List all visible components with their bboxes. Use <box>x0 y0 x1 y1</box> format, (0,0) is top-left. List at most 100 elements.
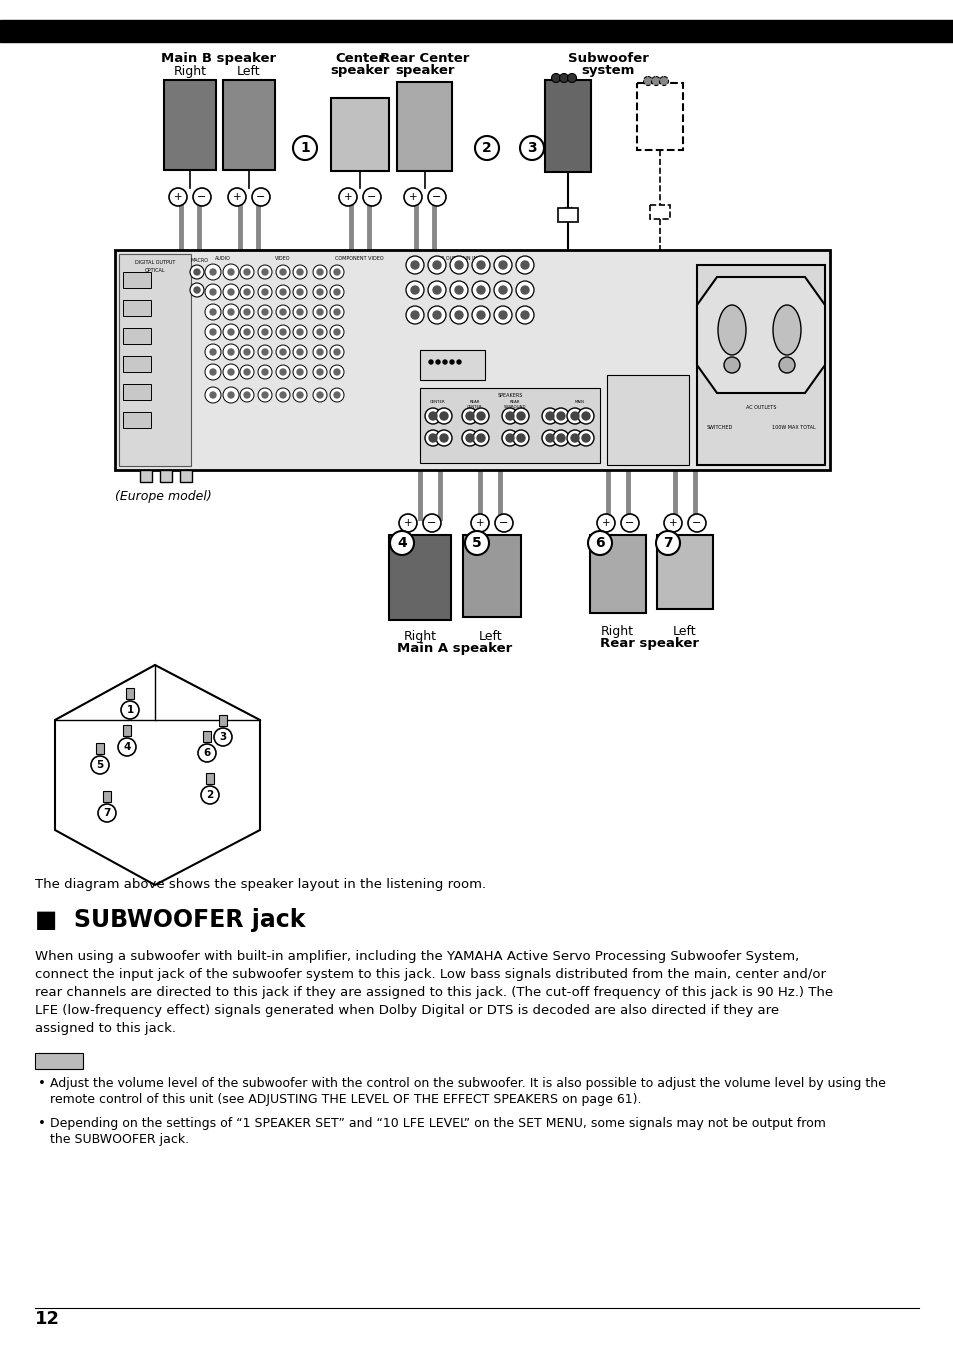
Circle shape <box>461 408 477 425</box>
Circle shape <box>597 514 615 532</box>
Text: 7: 7 <box>662 537 672 550</box>
Circle shape <box>223 264 239 280</box>
Circle shape <box>442 360 447 364</box>
Polygon shape <box>697 276 824 394</box>
Text: connect the input jack of the subwoofer system to this jack. Low bass signals di: connect the input jack of the subwoofer … <box>35 968 825 981</box>
Bar <box>637 84 682 150</box>
Text: ─── 4 OHM  SPEAKER: ─── 4 OHM SPEAKER <box>609 407 639 411</box>
Circle shape <box>519 136 543 160</box>
Circle shape <box>280 369 286 375</box>
Bar <box>397 82 452 171</box>
Circle shape <box>663 514 681 532</box>
Circle shape <box>557 412 564 421</box>
Circle shape <box>316 392 323 398</box>
Text: Left: Left <box>478 630 502 643</box>
Circle shape <box>411 311 418 319</box>
Text: Rear speaker: Rear speaker <box>599 638 699 650</box>
Circle shape <box>262 349 268 355</box>
Circle shape <box>244 288 250 295</box>
Circle shape <box>476 286 484 294</box>
Text: −: − <box>367 191 376 202</box>
Text: +: + <box>601 518 610 528</box>
Circle shape <box>436 408 452 425</box>
Text: Main B speaker: Main B speaker <box>161 53 276 65</box>
Text: −: − <box>197 191 207 202</box>
Text: •: • <box>38 1077 46 1091</box>
Circle shape <box>280 392 286 398</box>
Circle shape <box>433 262 440 270</box>
Circle shape <box>553 408 568 425</box>
Bar <box>96 743 104 754</box>
Circle shape <box>244 392 250 398</box>
Circle shape <box>436 360 439 364</box>
Text: Right: Right <box>173 65 206 78</box>
Text: system: system <box>580 63 634 77</box>
Text: +: + <box>173 191 182 202</box>
Circle shape <box>471 514 489 532</box>
Circle shape <box>223 324 239 340</box>
Circle shape <box>193 287 200 293</box>
Circle shape <box>541 430 558 446</box>
Text: The diagram above shows the speaker layout in the listening room.: The diagram above shows the speaker layo… <box>35 878 486 891</box>
Bar <box>123 725 131 736</box>
Circle shape <box>473 430 489 446</box>
Text: ■  SUBWOOFER jack: ■ SUBWOOFER jack <box>35 909 305 931</box>
Circle shape <box>223 284 239 301</box>
Circle shape <box>334 270 339 275</box>
Bar <box>119 253 191 466</box>
Circle shape <box>398 514 416 532</box>
Circle shape <box>223 387 239 403</box>
Circle shape <box>275 388 290 402</box>
Circle shape <box>429 412 436 421</box>
Circle shape <box>193 270 200 275</box>
Circle shape <box>433 286 440 294</box>
Bar <box>331 98 389 171</box>
Text: −: − <box>427 518 436 528</box>
Text: +: + <box>233 191 241 202</box>
Circle shape <box>280 270 286 275</box>
Circle shape <box>240 345 253 359</box>
Circle shape <box>450 360 454 364</box>
Circle shape <box>501 408 517 425</box>
Circle shape <box>422 514 440 532</box>
Circle shape <box>228 329 233 336</box>
Circle shape <box>262 309 268 315</box>
Bar <box>0 20 953 42</box>
Circle shape <box>205 305 221 319</box>
Text: LFE (low-frequency effect) signals generated when Dolby Digital or DTS is decode: LFE (low-frequency effect) signals gener… <box>35 1004 779 1016</box>
Circle shape <box>516 306 534 324</box>
Circle shape <box>91 756 109 774</box>
Circle shape <box>257 284 272 299</box>
Circle shape <box>553 430 568 446</box>
Circle shape <box>210 309 215 315</box>
Circle shape <box>293 305 307 319</box>
Circle shape <box>494 256 512 274</box>
Bar <box>203 731 211 743</box>
Circle shape <box>316 349 323 355</box>
Circle shape <box>723 357 740 373</box>
Circle shape <box>505 434 514 442</box>
Circle shape <box>240 305 253 319</box>
Circle shape <box>244 309 250 315</box>
Text: IMPEDANCE SELECTOR: IMPEDANCE SELECTOR <box>627 379 668 383</box>
Circle shape <box>498 311 506 319</box>
Circle shape <box>313 284 327 299</box>
Circle shape <box>296 288 303 295</box>
Circle shape <box>293 136 316 160</box>
Circle shape <box>262 392 268 398</box>
Text: −: − <box>432 191 441 202</box>
Circle shape <box>275 365 290 379</box>
Text: 4: 4 <box>396 537 406 550</box>
Text: ─── 4 OHM  SPEAKER: ─── 4 OHM SPEAKER <box>609 398 639 402</box>
Circle shape <box>223 364 239 380</box>
Circle shape <box>205 324 221 340</box>
Circle shape <box>257 388 272 402</box>
Text: 6: 6 <box>123 414 126 418</box>
Ellipse shape <box>772 305 801 355</box>
Circle shape <box>779 357 794 373</box>
Circle shape <box>439 434 448 442</box>
Text: Subwoofer: Subwoofer <box>567 53 648 65</box>
Circle shape <box>541 408 558 425</box>
Circle shape <box>517 412 524 421</box>
Circle shape <box>210 329 215 336</box>
